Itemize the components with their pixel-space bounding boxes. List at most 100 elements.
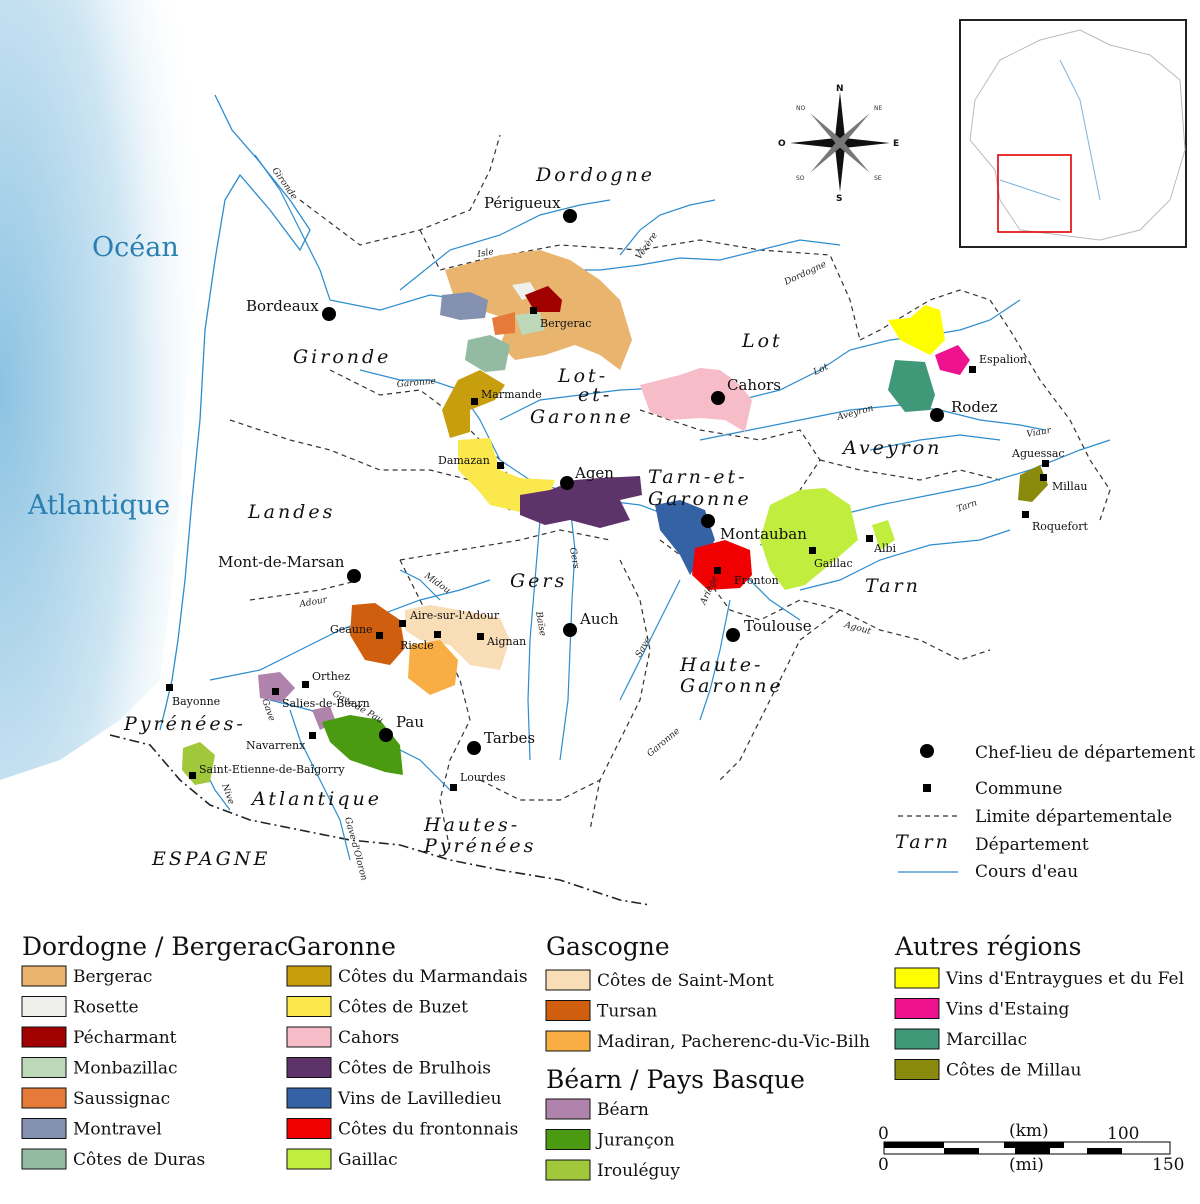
svg-text:Montauban: Montauban bbox=[720, 525, 807, 543]
svg-text:Gave d'Oloron: Gave d'Oloron bbox=[342, 816, 369, 882]
svg-text:Adour: Adour bbox=[298, 595, 329, 610]
legend-group-title: Gascogne bbox=[546, 932, 670, 961]
svg-text:Lot: Lot bbox=[741, 330, 783, 352]
svg-text:Cahors: Cahors bbox=[727, 376, 781, 394]
legend-swatch bbox=[21, 1026, 67, 1048]
appellation-monbazillac bbox=[515, 312, 545, 335]
svg-text:Tarn: Tarn bbox=[865, 575, 921, 597]
appellation-cahors bbox=[640, 368, 752, 432]
svg-text:NO: NO bbox=[796, 105, 805, 112]
svg-text:Périgueux: Périgueux bbox=[484, 194, 561, 212]
svg-text:Tarn-et-: Tarn-et- bbox=[648, 466, 748, 488]
appellation-gaillac bbox=[760, 488, 858, 590]
appellation-frontonnais bbox=[692, 540, 752, 590]
legend-swatch bbox=[545, 969, 591, 991]
svg-text:Tarbes: Tarbes bbox=[484, 729, 535, 747]
legend-group-title: Béarn / Pays Basque bbox=[546, 1065, 805, 1094]
svg-text:Aignan: Aignan bbox=[486, 635, 526, 648]
svg-text:Pyrénées: Pyrénées bbox=[423, 835, 536, 857]
legend-swatch bbox=[286, 1118, 332, 1139]
legend-item-label: Vins de Lavilledieu bbox=[337, 1089, 502, 1109]
svg-text:Fronton: Fronton bbox=[734, 574, 779, 587]
legend-swatch bbox=[286, 1057, 332, 1078]
appellation-pecharmant bbox=[525, 286, 562, 312]
appellation-bearn bbox=[258, 672, 295, 702]
legend-item-label: Irouléguy bbox=[597, 1161, 680, 1181]
coastline bbox=[159, 94, 311, 731]
svg-text:Orthez: Orthez bbox=[312, 670, 350, 683]
legend-item-label: Montravel bbox=[73, 1120, 162, 1140]
svg-text:Bergerac: Bergerac bbox=[540, 317, 591, 330]
legend-item-label: Côtes de Saint-Mont bbox=[597, 971, 774, 991]
legend-swatch bbox=[894, 1059, 940, 1080]
svg-text:Midou: Midou bbox=[421, 571, 452, 597]
svg-text:Salies-de-Béarn: Salies-de-Béarn bbox=[282, 697, 370, 710]
svg-text:Viaur: Viaur bbox=[1026, 426, 1053, 440]
department-boundaries bbox=[229, 134, 1111, 851]
svg-text:(mi): (mi) bbox=[1009, 1155, 1044, 1175]
svg-text:Riscle: Riscle bbox=[400, 639, 434, 652]
legend-swatch bbox=[894, 998, 940, 1019]
svg-text:Toulouse: Toulouse bbox=[744, 617, 812, 635]
svg-text:Navarrenx: Navarrenx bbox=[246, 739, 306, 752]
appellation-saint-mont bbox=[405, 605, 510, 670]
svg-text:Save: Save bbox=[634, 635, 654, 659]
svg-text:Isle: Isle bbox=[476, 247, 495, 260]
appellation-gaillac-albi bbox=[872, 520, 895, 550]
ocean bbox=[0, 0, 215, 780]
legend-item-label: Côtes de Duras bbox=[73, 1150, 205, 1170]
svg-text:Baïse: Baïse bbox=[533, 610, 547, 637]
svg-text:Lourdes: Lourdes bbox=[460, 771, 506, 784]
legend-swatch bbox=[21, 996, 67, 1017]
svg-text:ESPAGNE: ESPAGNE bbox=[151, 848, 270, 870]
commune-markers bbox=[166, 307, 1049, 791]
prefecture-labels: Périgueux Bordeaux Cahors Rodez Agen Mon… bbox=[218, 194, 998, 747]
svg-text:100: 100 bbox=[1107, 1124, 1139, 1144]
appellation-madiran bbox=[408, 640, 458, 695]
legend-swatch bbox=[286, 996, 332, 1017]
symbol-legend: Chef-lieu de département Commune Limite … bbox=[895, 743, 1195, 882]
legend-item-label: Vins d'Entraygues et du Fel bbox=[945, 969, 1184, 989]
svg-text:Aveyron: Aveyron bbox=[841, 437, 942, 459]
legend-item-label: Rosette bbox=[73, 998, 139, 1018]
legend-swatch bbox=[286, 1087, 332, 1109]
svg-text:Rodez: Rodez bbox=[951, 398, 998, 416]
legend-item-label: Monbazillac bbox=[73, 1059, 178, 1079]
svg-text:Garonne: Garonne bbox=[530, 406, 634, 428]
svg-text:Pyrénées-: Pyrénées- bbox=[123, 713, 246, 735]
svg-text:SO: SO bbox=[796, 175, 805, 182]
legend-swatch bbox=[21, 1087, 67, 1109]
legend-item-label: Cahors bbox=[338, 1028, 399, 1048]
svg-text:Agen: Agen bbox=[574, 464, 614, 482]
svg-text:Cours d'eau: Cours d'eau bbox=[975, 862, 1078, 882]
svg-text:Aguessac: Aguessac bbox=[1011, 447, 1065, 460]
legend-swatch bbox=[545, 1098, 591, 1120]
sea-label: Océan bbox=[92, 232, 179, 263]
appellation-legend: Dordogne / Bergerac Bergerac Rosette Péchar… bbox=[21, 932, 1184, 1181]
svg-text:Département: Département bbox=[975, 835, 1089, 855]
svg-text:Garonne: Garonne bbox=[680, 675, 784, 697]
legend-swatch bbox=[21, 965, 67, 987]
svg-text:Geaune: Geaune bbox=[330, 623, 373, 636]
svg-text:NE: NE bbox=[874, 105, 882, 112]
svg-text:Haute-: Haute- bbox=[679, 654, 763, 676]
legend-item-label: Tursan bbox=[597, 1002, 657, 1022]
svg-text:Bordeaux: Bordeaux bbox=[246, 297, 319, 315]
svg-text:Dordogne: Dordogne bbox=[782, 260, 828, 289]
svg-text:Garonne: Garonne bbox=[396, 377, 436, 390]
svg-text:0: 0 bbox=[878, 1155, 889, 1175]
svg-text:Lot-: Lot- bbox=[557, 365, 608, 387]
appellation-duras bbox=[465, 335, 510, 372]
svg-text:N: N bbox=[836, 84, 844, 94]
sea-label: Atlantique bbox=[27, 490, 170, 521]
svg-text:Garonne: Garonne bbox=[648, 488, 752, 510]
legend-item-label: Gaillac bbox=[338, 1150, 398, 1170]
svg-text:O: O bbox=[778, 139, 786, 149]
svg-text:Gers: Gers bbox=[567, 547, 581, 570]
prefecture-markers bbox=[322, 209, 944, 755]
legend-item-label: Côtes du Marmandais bbox=[338, 967, 528, 987]
svg-text:Mont-de-Marsan: Mont-de-Marsan bbox=[218, 553, 345, 571]
svg-text:E: E bbox=[893, 139, 899, 149]
scale-bar: 0 100 (km) 0 150 (mi) bbox=[878, 1121, 1184, 1175]
